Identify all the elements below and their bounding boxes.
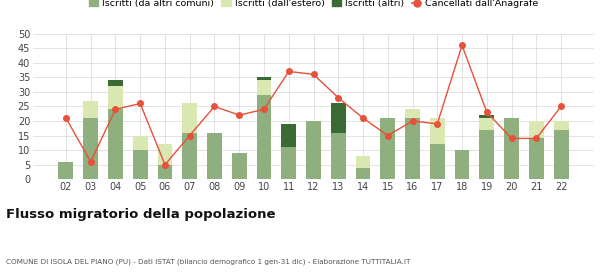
Bar [257,77,271,80]
Bar [182,104,197,133]
Bar [331,104,346,133]
Bar [281,124,296,147]
Text: COMUNE DI ISOLA DEL PIANO (PU) - Dati ISTAT (bilancio demografico 1 gen-31 dic) : COMUNE DI ISOLA DEL PIANO (PU) - Dati IS… [6,258,410,265]
Bar [504,118,519,179]
Bar [158,165,172,179]
Bar [331,133,346,179]
Bar [108,109,123,179]
Bar [207,133,222,179]
Bar [356,167,370,179]
Bar [108,86,123,109]
Bar [257,80,271,95]
Bar [430,118,445,144]
Bar [133,150,148,179]
Bar [281,147,296,179]
Bar [455,150,469,179]
Bar [430,144,445,179]
Bar [554,130,569,179]
Legend: Iscritti (da altri comuni), Iscritti (dall'estero), Iscritti (altri), Cancellati: Iscritti (da altri comuni), Iscritti (da… [89,0,538,8]
Bar [554,121,569,130]
Bar [405,109,420,118]
Bar [356,156,370,167]
Bar [306,121,321,179]
Bar [83,101,98,118]
Bar [257,95,271,179]
Bar [479,118,494,130]
Bar [529,121,544,138]
Bar [380,118,395,179]
Bar [182,133,197,179]
Bar [479,130,494,179]
Bar [133,136,148,150]
Bar [232,153,247,179]
Bar [405,118,420,179]
Bar [83,118,98,179]
Bar [58,162,73,179]
Bar [108,80,123,86]
Bar [479,115,494,118]
Bar [529,138,544,179]
Bar [158,144,172,165]
Text: Flusso migratorio della popolazione: Flusso migratorio della popolazione [6,208,275,221]
